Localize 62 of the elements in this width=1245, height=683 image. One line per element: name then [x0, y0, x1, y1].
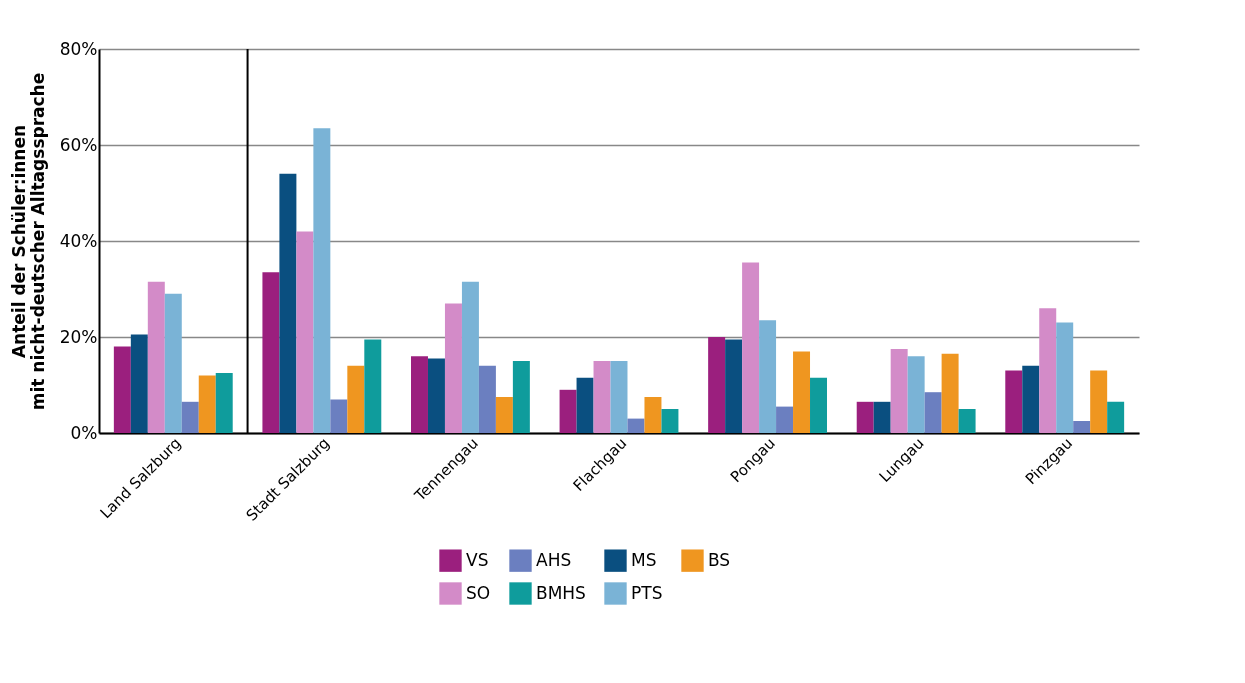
bar: [495, 397, 513, 433]
bar: [444, 303, 462, 433]
bar: [873, 401, 891, 433]
bar: [147, 281, 165, 433]
bar: [1090, 370, 1108, 433]
y-tick-label: 60%: [59, 134, 98, 155]
bar: [644, 397, 662, 433]
legend-label: BMHS: [536, 582, 586, 603]
bar: [742, 262, 760, 433]
bar: [559, 389, 577, 433]
bar: [1056, 322, 1074, 433]
bar: [330, 399, 348, 433]
legend-label: MS: [631, 549, 657, 570]
y-tick-label: 80%: [59, 38, 98, 59]
bar: [856, 401, 874, 433]
bar: [130, 334, 148, 433]
bar: [1039, 308, 1057, 433]
bar: [1005, 370, 1023, 433]
bar: [776, 406, 794, 433]
bar: [576, 377, 594, 433]
bar: [113, 346, 131, 433]
y-tick-label: 40%: [59, 230, 98, 251]
bar: [215, 373, 233, 433]
legend-label: AHS: [536, 549, 572, 570]
bar: [924, 392, 942, 433]
y-tick-label: 0%: [70, 422, 98, 443]
bar: [181, 401, 199, 433]
bar: [941, 353, 959, 433]
bar: [1022, 365, 1040, 433]
legend-label: PTS: [631, 582, 663, 603]
bar: [810, 377, 827, 433]
bar: [461, 281, 479, 433]
bar: [164, 293, 182, 433]
bar: [512, 361, 530, 433]
bar: [347, 365, 365, 433]
bar: [296, 231, 314, 433]
bar: [364, 339, 382, 433]
bar: [661, 409, 679, 433]
bar: [759, 320, 777, 433]
bar: [313, 128, 331, 433]
bar: [958, 409, 976, 433]
bar: [478, 365, 496, 433]
bar: [198, 375, 216, 433]
bar: [725, 339, 743, 433]
bar: [279, 173, 297, 433]
bar: [907, 356, 925, 433]
legend-label: BS: [708, 549, 731, 570]
bar: [411, 356, 428, 433]
y-tick-label: 20%: [59, 326, 98, 347]
bar: [427, 358, 445, 433]
bar: [1107, 401, 1125, 433]
bar: [593, 361, 611, 433]
bar: [610, 361, 628, 433]
y-axis-title: Anteil der Schüler:innen mit nicht-deutscher Alltagssprache: [8, 72, 48, 411]
bar: [262, 272, 280, 433]
bar: [1073, 421, 1091, 433]
bar: [793, 351, 811, 433]
bar: [708, 337, 726, 433]
legend-label: VS: [466, 549, 489, 570]
legend-label: SO: [466, 582, 491, 603]
bar: [627, 418, 645, 433]
bar: [890, 349, 908, 433]
